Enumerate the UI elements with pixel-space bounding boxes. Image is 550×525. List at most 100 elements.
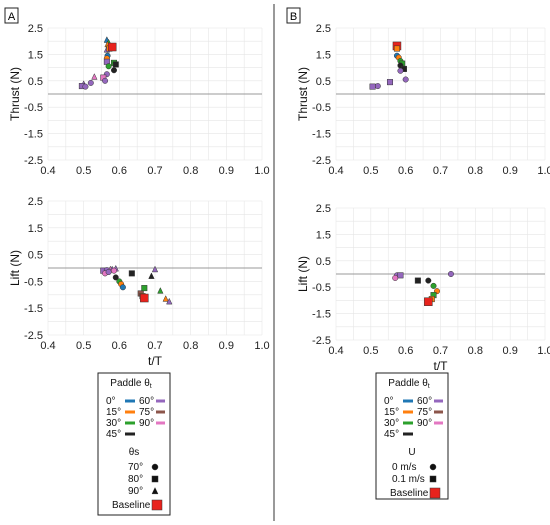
panel-tag-a: A [4,7,19,24]
x-axis-label: t/T [434,359,449,373]
x-tick-label: 0.5 [76,340,91,352]
x-tick-label: 0.8 [468,345,483,357]
chart-a-lift: 2.5 1.5 0.5 -0.5 -1.5 -2.50.4 0.5 0.6 0.7 0.8 0.9 1… [8,196,270,368]
y-tick-label: 1.5 [316,49,331,61]
data-points [100,264,173,305]
data-point [447,271,454,277]
data-point [110,67,117,74]
x-tick-label: 1.0 [254,340,269,352]
legend-marker-circle [429,463,437,471]
legend-title: Paddle θt [110,378,151,390]
legend-marker-label: 70° [128,462,143,473]
y-tick-label: -1.5 [24,129,43,141]
legend-marker-label: 80° [128,474,143,485]
legend-paddle-label: 0° [106,396,116,407]
y-tick-label: 1.5 [316,229,331,241]
y-tick-label: 0.5 [316,256,331,268]
y-tick-label: 2.5 [28,196,43,208]
y-tick-label: 1.5 [28,223,43,235]
legend-marker-square [151,475,159,483]
chart-b-thrust: 2.5 1.5 0.5 -0.5 -1.5 -2.50.4 0.5 0.6 0.7 0.8 0.9 1… [296,23,550,177]
legend-paddle-label: 30° [106,418,121,429]
y-tick-label: -2.5 [312,335,331,347]
legend-box [97,372,171,516]
data-point [414,277,421,284]
data-point [374,83,381,90]
data-point [166,297,173,305]
y-tick-label: -1.5 [312,309,331,321]
legend-paddle-label: 75° [139,407,154,418]
x-tick-label: 0.8 [183,165,198,177]
legend-paddle-label: 45° [106,429,121,440]
data-point [402,76,409,83]
legend-marker-title: θs [129,447,140,458]
x-tick-label: 0.6 [398,345,413,357]
x-tick-label: 0.9 [219,165,234,177]
y-tick-label: -2.5 [24,330,43,342]
x-tick-label: 0.4 [328,165,343,177]
legend-paddle-label: 15° [106,407,121,418]
y-axis-label: Lift (N) [296,256,310,292]
panel-tag-b: B [286,7,301,24]
x-tick-label: 0.6 [112,165,127,177]
data-point [392,274,399,281]
data-point [112,61,119,68]
y-tick-label: 2.5 [316,203,331,215]
legend-baseline-label: Baseline [390,488,429,499]
legend-paddle-label: 75° [417,407,432,418]
legend-baseline-label: Baseline [112,500,151,511]
data-point [105,269,112,276]
x-tick-label: 0.6 [398,165,413,177]
baseline-point [107,42,117,52]
x-tick-label: 0.6 [112,340,127,352]
baseline-point [140,293,149,303]
legend-marker-circle [151,463,159,471]
x-tick-label: 0.7 [147,165,162,177]
legend-paddle-label: 0° [384,396,394,407]
data-point [430,282,437,289]
legend-panel-a: Paddle θt0° 60°15° 75°30° 90°45°θs70°80°90°… [97,372,171,516]
data-point [87,79,94,86]
y-tick-label: 0.5 [28,250,43,262]
y-tick-label: -1.5 [312,129,331,141]
data-point [141,285,148,292]
x-tick-label: 0.9 [503,345,518,357]
data-point [397,67,404,74]
y-tick-label: -1.5 [24,303,43,315]
y-tick-label: -0.5 [312,282,331,294]
x-tick-label: 0.7 [147,340,162,352]
y-tick-label: 1.5 [28,49,43,61]
y-axis-label: Thrust (N) [296,67,310,121]
x-tick-label: 0.4 [40,340,55,352]
legend-paddle-label: 90° [417,418,432,429]
y-tick-label: -0.5 [24,102,43,114]
data-point [119,284,126,291]
data-point [157,287,164,294]
y-tick-label: 0.5 [28,76,43,88]
x-tick-label: 0.7 [433,345,448,357]
x-tick-label: 0.9 [219,340,234,352]
legend-panel-b: Paddle θt 0° 60° 15° 75° 30° 90° 45° U 0 m/s0.1 m… [375,372,449,500]
data-point [82,83,89,90]
chart-b-lift: 2.5 1.5 0.5 -0.5 -1.5 -2.50.4 0.5 0.6 0.7 0.8 0.9 1… [296,203,550,373]
panel-tag-a-label: A [8,11,16,23]
data-point [369,83,376,90]
y-axis-label: Lift (N) [8,250,22,286]
y-axis-label: Thrust (N) [8,67,22,121]
legend-marker-title: U [408,447,415,458]
data-point [393,45,400,52]
x-tick-label: 0.5 [363,345,378,357]
y-tick-label: 0.5 [316,76,331,88]
data-point [105,63,112,70]
data-point [148,272,155,279]
data-point [91,73,98,80]
legend-paddle-label: 45° [384,429,399,440]
y-tick-label: -0.5 [24,276,43,288]
y-tick-label: -2.5 [24,155,43,167]
x-tick-label: 0.7 [433,165,448,177]
panel-tag-b-label: B [290,11,297,23]
data-points [369,41,409,90]
x-tick-label: 1.0 [537,345,550,357]
legend-paddle-label: 30° [384,418,399,429]
